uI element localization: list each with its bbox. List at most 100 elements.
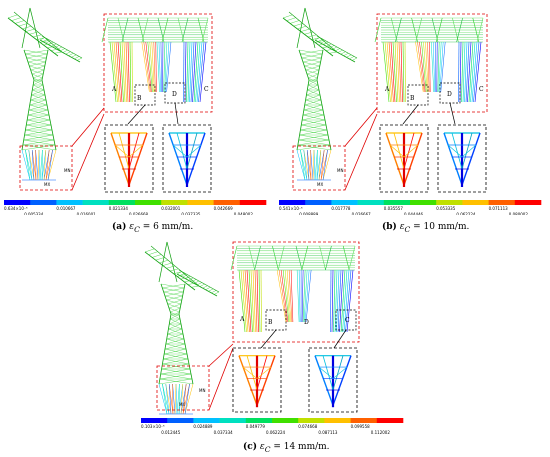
truss-member [320, 149, 328, 181]
truss-member [174, 383, 177, 415]
truss-member [318, 149, 325, 181]
truss-member [302, 114, 326, 121]
truss-member [471, 41, 478, 103]
label-a-MN: MN [64, 168, 70, 173]
truss-member [256, 355, 276, 406]
truss-member [28, 109, 50, 116]
truss-member [183, 41, 185, 103]
truss-member [31, 149, 35, 181]
truss-member [467, 41, 472, 103]
truss-member [329, 45, 335, 49]
truss-member [166, 299, 182, 305]
zoom-line-a2 [71, 113, 105, 191]
truss-member [68, 53, 74, 56]
truss-member [348, 245, 356, 271]
truss-member [184, 383, 194, 415]
truss-member [464, 41, 468, 103]
colorbar-tick-top: 0.074668 [298, 424, 318, 429]
truss-member [290, 20, 300, 24]
truss-member [447, 144, 463, 158]
truss-member [443, 132, 463, 186]
truss-member [462, 41, 466, 103]
colorbar-segment [272, 418, 299, 423]
truss-member [343, 53, 349, 56]
truss-member [303, 104, 323, 111]
truss-member [114, 144, 130, 158]
truss-member [159, 260, 169, 264]
truss-member [160, 283, 185, 289]
colorbar-segment [56, 200, 83, 205]
truss-member [301, 53, 323, 59]
truss-member [141, 41, 150, 93]
truss-member [337, 49, 343, 53]
colorbar-segment [383, 200, 411, 205]
truss-member [162, 383, 170, 415]
truss-member [101, 17, 109, 43]
truss-member [306, 69, 320, 75]
truss-member [403, 132, 423, 186]
truss-member [286, 17, 296, 21]
truss-member [43, 43, 52, 46]
colorbar-tick-bottom: 0.005334 [24, 212, 44, 215]
truss-member [419, 41, 426, 93]
truss-member [77, 57, 83, 61]
truss-member [125, 41, 129, 103]
colorbar-tick-top: 0.032001 [161, 206, 181, 211]
truss-member [318, 43, 327, 46]
truss-member [74, 56, 80, 60]
truss-member [322, 46, 331, 49]
label-b-MN: MN [337, 168, 343, 173]
truss-member [337, 269, 342, 333]
truss-member [165, 343, 187, 350]
truss-member [170, 313, 180, 320]
truss-member [33, 79, 43, 86]
truss-member [45, 149, 53, 181]
truss-member [438, 41, 442, 93]
truss-member [302, 119, 327, 126]
truss-member [342, 269, 348, 333]
truss-member [25, 149, 31, 181]
truss-member [276, 269, 287, 323]
truss-member [37, 149, 40, 181]
truss-member [386, 41, 393, 103]
truss-member [342, 245, 350, 271]
panel-b-figure: A C B D 0.541×10⁻⁵ 0.017778 0.035557 0.0533… [279, 7, 542, 215]
truss-member [250, 269, 255, 333]
truss-member [190, 41, 195, 103]
truss-member [38, 149, 41, 181]
truss-member [254, 269, 258, 333]
truss-member [421, 41, 427, 93]
truss-member [343, 269, 350, 333]
truss-member [314, 149, 318, 181]
colorbar-segment [108, 200, 136, 205]
truss-member [304, 7, 316, 49]
truss-member [439, 41, 444, 93]
panel-c: A C B D 0.103×10⁻⁵ 0.024889 0.049779 0.0746… [137, 236, 413, 436]
arrow-a-D [174, 102, 179, 125]
truss-member [168, 323, 182, 330]
truss-member [199, 41, 207, 103]
truss-member [41, 49, 49, 81]
truss-member [160, 41, 162, 93]
truss-member [297, 139, 330, 146]
truss-member [461, 41, 464, 103]
truss-member [476, 17, 484, 43]
truss-member [425, 41, 429, 93]
caption-b: (b) εC = 10 mm/m. [382, 222, 469, 234]
truss-member [214, 291, 220, 295]
detail-c-D [314, 355, 352, 408]
zoom-line-c2 [208, 347, 234, 411]
truss-member [155, 257, 165, 261]
truss-member [332, 366, 348, 379]
detail-c-B [238, 355, 276, 408]
caption-a-label: (a) [112, 222, 127, 232]
colorbar-segment [82, 200, 110, 205]
truss-member [301, 124, 328, 131]
truss-member [33, 73, 44, 79]
truss-member [21, 7, 31, 49]
truss-member [169, 318, 181, 325]
truss-member [238, 269, 246, 333]
truss-member [400, 41, 403, 103]
truss-member [36, 37, 45, 40]
truss-member [25, 53, 47, 59]
